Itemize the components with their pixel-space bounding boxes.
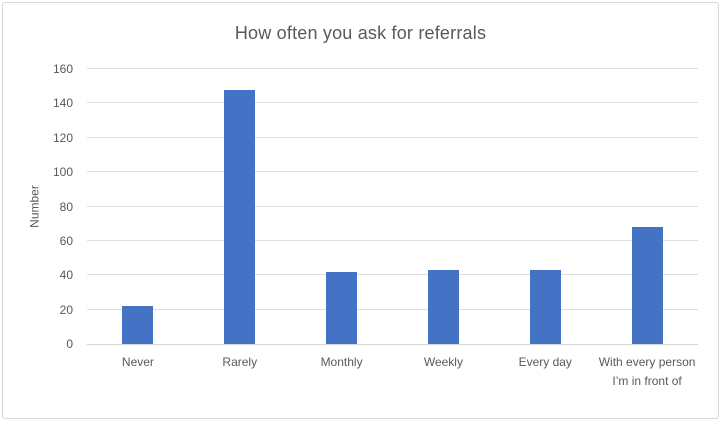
x-tick-label: With every person I’m in front of — [598, 355, 696, 388]
y-tick-label: 140 — [52, 96, 73, 111]
gridline — [87, 308, 698, 310]
bar-with-every-person-i-m-in-front-of — [631, 227, 663, 344]
y-tick-label: 40 — [59, 268, 73, 283]
gridline — [87, 102, 698, 104]
y-tick-label: 0 — [66, 337, 73, 351]
x-tick-label: Monthly — [320, 355, 363, 369]
x-tick-label: Weekly — [423, 355, 463, 369]
gridline — [87, 136, 698, 138]
y-tick-label: 60 — [59, 233, 73, 248]
bar-monthly — [326, 271, 358, 344]
plot-area — [87, 68, 698, 345]
bar-rarely — [224, 89, 256, 344]
gridline — [87, 68, 698, 69]
gridline — [87, 205, 698, 207]
y-tick-label: 80 — [59, 199, 73, 214]
gridline — [87, 171, 698, 173]
x-axis-labels: Never Rarely Monthly Weekly Every day With ev… — [87, 353, 698, 415]
gridline — [87, 239, 698, 241]
chart-title: How often you ask for referrals — [234, 23, 487, 43]
x-tick-label: Every day — [518, 355, 572, 369]
y-tick-label: 20 — [59, 302, 73, 317]
y-tick-label: 160 — [52, 62, 73, 76]
bar-weekly — [427, 270, 459, 344]
x-tick-label: Never — [121, 355, 154, 369]
y-tick-label: 120 — [52, 130, 73, 145]
gridline — [87, 274, 698, 276]
x-tick-label: Rarely — [222, 355, 258, 369]
bar-never — [122, 306, 154, 344]
y-tick-label: 100 — [52, 165, 73, 180]
bar-every-day — [529, 270, 561, 344]
